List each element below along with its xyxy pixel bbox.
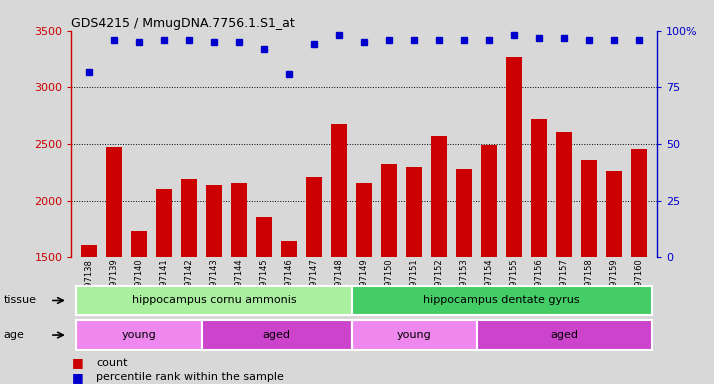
Bar <box>381 164 397 257</box>
Bar <box>556 132 573 257</box>
Text: aged: aged <box>263 330 291 340</box>
Bar <box>631 149 648 257</box>
Text: ■: ■ <box>71 356 83 369</box>
Text: hippocampus dentate gyrus: hippocampus dentate gyrus <box>423 295 580 306</box>
Bar <box>256 217 272 257</box>
Bar <box>406 167 422 257</box>
Bar <box>131 231 147 257</box>
Bar <box>456 169 473 257</box>
Bar <box>181 179 197 257</box>
Bar <box>306 177 322 257</box>
Text: aged: aged <box>550 330 578 340</box>
Bar <box>581 160 598 257</box>
Text: young: young <box>121 330 156 340</box>
Bar <box>206 185 222 257</box>
Text: young: young <box>397 330 431 340</box>
Bar <box>606 171 623 257</box>
Bar <box>106 147 122 257</box>
Bar <box>156 189 172 257</box>
Bar <box>477 320 652 350</box>
Bar <box>506 57 523 257</box>
Text: count: count <box>96 358 128 368</box>
Text: ■: ■ <box>71 371 83 384</box>
Bar <box>281 242 297 257</box>
Text: GDS4215 / MmugDNA.7756.1.S1_at: GDS4215 / MmugDNA.7756.1.S1_at <box>71 17 295 30</box>
Text: hippocampus cornu ammonis: hippocampus cornu ammonis <box>131 295 296 306</box>
Bar <box>76 286 351 315</box>
Bar <box>231 183 247 257</box>
Bar <box>331 124 347 257</box>
Text: tissue: tissue <box>4 295 36 306</box>
Bar <box>201 320 351 350</box>
Bar <box>356 183 372 257</box>
Bar <box>81 245 97 257</box>
Text: percentile rank within the sample: percentile rank within the sample <box>96 372 284 382</box>
Bar <box>531 119 548 257</box>
Bar <box>351 286 652 315</box>
Bar <box>481 145 498 257</box>
Bar <box>431 136 448 257</box>
Text: age: age <box>4 330 24 340</box>
Bar <box>351 320 477 350</box>
Bar <box>76 320 201 350</box>
